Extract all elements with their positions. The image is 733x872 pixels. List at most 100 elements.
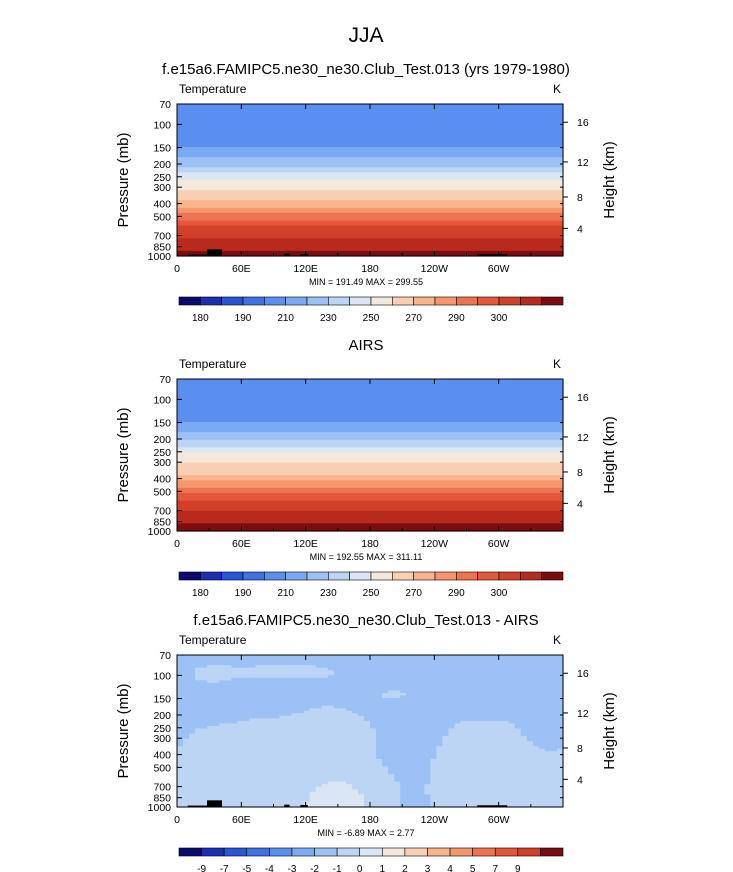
contour-cell xyxy=(309,700,317,704)
contour-cell xyxy=(249,725,257,730)
contour-cell xyxy=(279,680,287,684)
contour-cell xyxy=(243,708,250,712)
contour-cell xyxy=(339,761,347,765)
contour-cell xyxy=(412,665,419,669)
contour-cell xyxy=(460,804,468,808)
contour-cell xyxy=(333,789,341,793)
contour-cell xyxy=(315,708,323,712)
colorbar-box xyxy=(242,571,265,581)
contour-cell xyxy=(243,675,250,679)
contour-cell xyxy=(376,713,383,717)
contour-cell xyxy=(376,662,383,666)
contour-cell xyxy=(430,796,437,800)
contour-cell xyxy=(363,779,371,783)
contour-cell xyxy=(466,746,474,750)
contour-cell xyxy=(514,670,522,674)
contour-cell xyxy=(309,670,317,674)
contour-cell xyxy=(279,761,287,765)
contour-cell xyxy=(394,794,401,798)
contour-cell xyxy=(556,776,564,780)
contour-cell xyxy=(255,682,263,686)
contour-cell xyxy=(237,761,244,765)
contour-cell xyxy=(243,736,250,740)
colorbar-box xyxy=(178,571,201,581)
contour-cell xyxy=(345,733,353,737)
contour-cell xyxy=(183,779,190,783)
contour-cell xyxy=(255,725,263,730)
contour-cell xyxy=(466,766,474,770)
contour-cell xyxy=(436,801,443,806)
contour-cell xyxy=(189,693,196,697)
contour-cell xyxy=(412,713,419,717)
contour-cell xyxy=(273,685,281,689)
contour-cell xyxy=(454,687,462,692)
contour-cell xyxy=(394,761,401,765)
contour-cell xyxy=(333,736,341,740)
contour-cell xyxy=(297,781,305,785)
contour-cell xyxy=(303,675,311,679)
contour-cell xyxy=(394,700,401,704)
y-tick-label: 700 xyxy=(153,506,171,518)
contour-cell xyxy=(303,720,311,724)
contour-cell xyxy=(424,774,431,778)
contour-cell xyxy=(544,786,552,790)
contour-cell xyxy=(321,710,329,714)
contour-cell xyxy=(207,725,214,730)
contour-cell xyxy=(514,741,522,745)
contour-cell xyxy=(508,677,516,681)
contour-cell xyxy=(351,672,359,676)
contour-cell xyxy=(442,738,450,742)
contour-cell xyxy=(454,766,462,770)
contour-cell xyxy=(339,796,347,800)
contour-cell xyxy=(219,662,226,666)
contour-cell xyxy=(321,774,329,778)
contour-cell xyxy=(303,733,311,737)
contour-cell xyxy=(363,769,371,773)
contour-cell xyxy=(490,672,498,676)
contour-cell xyxy=(550,708,558,712)
contour-cell xyxy=(388,693,395,697)
contour-cell xyxy=(315,786,323,790)
contour-cell xyxy=(207,655,214,659)
contour-cell xyxy=(177,157,564,161)
contour-cell xyxy=(321,794,329,798)
contour-cell xyxy=(478,718,486,722)
contour-cell xyxy=(309,713,317,717)
contour-cell xyxy=(388,753,395,757)
contour-cell xyxy=(183,804,190,808)
contour-cell xyxy=(388,728,395,732)
contour-cell xyxy=(309,761,317,765)
contour-cell xyxy=(544,685,552,689)
contour-cell xyxy=(291,763,299,768)
contour-cell xyxy=(526,693,534,697)
contour-cell xyxy=(406,715,413,719)
contour-cell xyxy=(267,796,275,800)
contour-cell xyxy=(249,781,257,785)
contour-cell xyxy=(472,665,480,669)
contour-cell xyxy=(297,685,305,689)
contour-cell xyxy=(291,708,299,712)
contour-cell xyxy=(430,748,437,752)
contour-cell xyxy=(351,695,359,699)
x-tick-label: 120E xyxy=(293,538,318,550)
contour-cell xyxy=(291,784,299,788)
contour-cell xyxy=(249,675,257,679)
contour-cell xyxy=(370,758,377,762)
contour-cell xyxy=(237,799,244,803)
contour-cell xyxy=(243,743,250,747)
contour-cell xyxy=(448,761,456,765)
contour-cell xyxy=(442,763,450,768)
contour-cell xyxy=(436,725,443,730)
contour-cell xyxy=(472,781,480,785)
contour-cell xyxy=(345,796,353,800)
contour-cell xyxy=(508,693,516,697)
contour-cell xyxy=(406,680,413,684)
contour-cell xyxy=(261,794,269,798)
contour-cell xyxy=(448,680,456,684)
contour-cell xyxy=(406,667,413,671)
colorbar-box xyxy=(517,847,541,857)
colorbar-box xyxy=(201,847,225,857)
contour-cell xyxy=(249,786,257,790)
contour-cell xyxy=(213,705,220,709)
y-tick-label: 1000 xyxy=(148,251,172,263)
